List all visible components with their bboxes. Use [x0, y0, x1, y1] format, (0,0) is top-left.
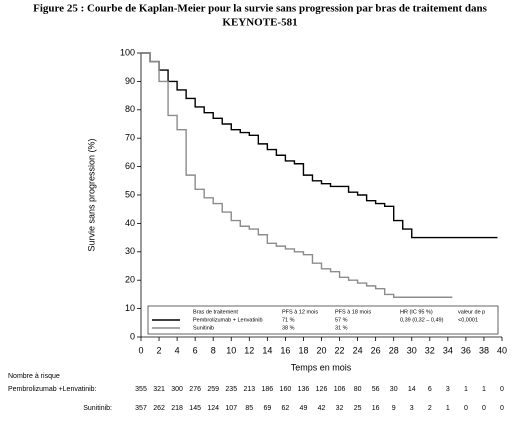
y-tick-label: 60: [125, 161, 135, 171]
x-tick-label: 6: [193, 345, 198, 355]
at-risk-value: 262: [153, 405, 165, 412]
at-risk-value: 160: [280, 386, 292, 393]
legend-box: [147, 305, 499, 335]
y-tick-label: 40: [125, 218, 135, 228]
legend-cell: 0,39 (0,32 – 0,49): [400, 317, 444, 323]
at-risk-value: 25: [354, 405, 362, 412]
at-risk-value: 1: [464, 386, 468, 393]
at-risk-value: 69: [263, 405, 271, 412]
at-risk-value: 16: [372, 405, 380, 412]
at-risk-value: 0: [500, 386, 504, 393]
at-risk-value: 213: [243, 386, 255, 393]
legend-label: Sunitinib: [193, 325, 214, 331]
x-tick-label: 40: [497, 345, 507, 355]
at-risk-value: 85: [245, 405, 253, 412]
at-risk-value: 355: [135, 386, 147, 393]
at-risk-value: 1: [446, 405, 450, 412]
at-risk-value: 62: [282, 405, 290, 412]
at-risk-value: 1: [482, 386, 486, 393]
at-risk-value: 56: [372, 386, 380, 393]
x-tick-label: 12: [244, 345, 254, 355]
x-tick-label: 14: [262, 345, 272, 355]
km-curve: [141, 52, 453, 298]
at-risk-value: 14: [408, 386, 416, 393]
legend-header: PFS à 12 mois: [282, 309, 318, 315]
at-risk-value: 80: [354, 386, 362, 393]
x-tick-label: 36: [461, 345, 471, 355]
x-tick-label: 26: [371, 345, 381, 355]
legend-header: valeur de p: [458, 309, 485, 315]
x-axis-label: Temps en mois: [291, 362, 352, 372]
x-tick-label: 0: [138, 345, 143, 355]
at-risk-value: 2: [428, 405, 432, 412]
x-tick-label: 16: [280, 345, 290, 355]
at-risk-value: 357: [135, 405, 147, 412]
at-risk-value: 3: [410, 405, 414, 412]
at-risk-value: 124: [207, 405, 219, 412]
x-tick-label: 8: [211, 345, 216, 355]
x-tick-label: 4: [175, 345, 180, 355]
y-tick-label: 10: [125, 303, 135, 313]
legend-header: HR (IC 95 %): [400, 309, 433, 315]
legend-header: PFS à 18 mois: [335, 309, 371, 315]
y-tick-label: 30: [125, 246, 135, 256]
y-axis-label: Survie sans progression (%): [86, 138, 96, 251]
at-risk-value: 30: [390, 386, 398, 393]
x-tick-label: 22: [335, 345, 345, 355]
chart-subtitle: KEYNOTE-581: [222, 17, 297, 29]
x-tick-label: 20: [316, 345, 326, 355]
km-curve: [141, 52, 498, 239]
x-tick-label: 2: [157, 345, 162, 355]
legend-cell: 38 %: [282, 325, 295, 331]
at-risk-title: Nombre à risque: [8, 373, 60, 380]
at-risk-value: 106: [334, 386, 346, 393]
legend-label: Pembrolizumab + Lenvatinib: [193, 317, 263, 323]
chart-title: Figure 25 : Courbe de Kaplan-Meier pour …: [33, 3, 487, 15]
at-risk-value: 49: [300, 405, 308, 412]
at-risk-value: 276: [189, 386, 201, 393]
y-tick-label: 80: [125, 104, 135, 114]
at-risk-value: 42: [318, 405, 326, 412]
x-tick-label: 30: [407, 345, 417, 355]
at-risk-value: 0: [464, 405, 468, 412]
y-tick-label: 90: [125, 76, 135, 86]
y-tick-label: 70: [125, 133, 135, 143]
y-tick-label: 50: [125, 189, 135, 199]
at-risk-value: 0: [482, 405, 486, 412]
at-risk-value: 259: [207, 386, 219, 393]
at-risk-value: 186: [262, 386, 274, 393]
y-tick-label: 20: [125, 275, 135, 285]
at-risk-value: 321: [153, 386, 165, 393]
at-risk-label: Pembrolizumab +Lenvatinib:: [8, 386, 97, 393]
at-risk-value: 235: [225, 386, 237, 393]
legend-header: Bras de traitement: [193, 309, 238, 315]
at-risk-value: 145: [189, 405, 201, 412]
at-risk-value: 6: [428, 386, 432, 393]
legend-cell: 71 %: [282, 317, 295, 323]
legend-cell: 57 %: [335, 317, 348, 323]
x-tick-label: 10: [226, 345, 236, 355]
at-risk-value: 0: [500, 405, 504, 412]
at-risk-value: 126: [316, 386, 328, 393]
at-risk-value: 136: [298, 386, 310, 393]
y-tick-label: 100: [120, 47, 135, 57]
y-tick-label: 0: [130, 331, 135, 341]
at-risk-value: 3: [446, 386, 450, 393]
x-tick-label: 34: [443, 345, 453, 355]
x-tick-label: 28: [389, 345, 399, 355]
legend-cell: 31 %: [335, 325, 348, 331]
legend-cell: <0,0001: [458, 317, 478, 323]
at-risk-value: 218: [171, 405, 183, 412]
at-risk-value: 107: [225, 405, 237, 412]
at-risk-value: 32: [336, 405, 344, 412]
x-tick-label: 18: [298, 345, 308, 355]
at-risk-value: 9: [392, 405, 396, 412]
x-tick-label: 32: [425, 345, 435, 355]
at-risk-value: 300: [171, 386, 183, 393]
x-tick-label: 38: [479, 345, 489, 355]
x-tick-label: 24: [353, 345, 363, 355]
at-risk-label: Sunitinib:: [83, 405, 112, 412]
